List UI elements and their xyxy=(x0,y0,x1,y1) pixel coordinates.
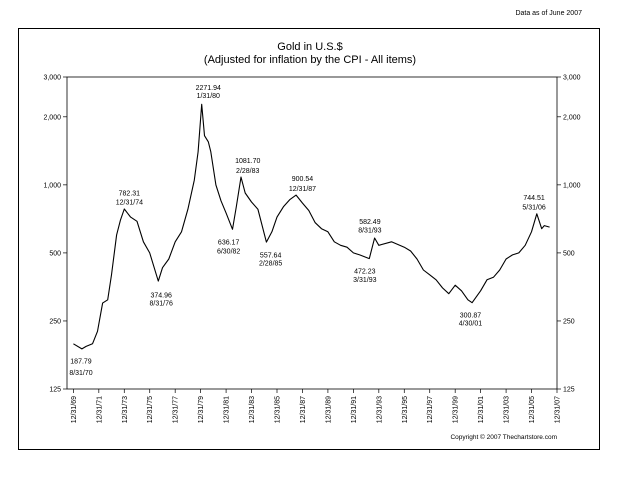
copyright-note: Copyright © 2007 Thechartstore.com xyxy=(450,433,557,441)
x-tick-label: 12/31/99 xyxy=(453,396,460,423)
x-tick-label: 12/31/97 xyxy=(427,396,434,423)
annotation-value: 782.31 xyxy=(119,191,141,198)
x-tick-label: 12/31/75 xyxy=(147,396,154,423)
annotation-date: 5/31/06 xyxy=(522,204,545,211)
x-tick-label: 12/31/85 xyxy=(275,396,282,423)
annotation-value: 557.64 xyxy=(260,252,282,259)
x-tick-label: 12/31/91 xyxy=(351,396,358,423)
annotation-date: 8/31/76 xyxy=(150,301,173,308)
data-as-of-note: Data as of June 2007 xyxy=(515,10,582,17)
y-tick-label-left: 250 xyxy=(49,318,61,325)
x-tick-label: 12/31/81 xyxy=(224,396,231,423)
y-tick-label-left: 125 xyxy=(49,387,61,394)
annotation-date: 3/31/93 xyxy=(353,277,376,284)
x-tick-label: 12/31/89 xyxy=(325,396,332,423)
y-tick-label-left: 500 xyxy=(49,250,61,257)
x-tick-label: 12/31/73 xyxy=(122,396,129,423)
x-tick-label: 12/31/87 xyxy=(300,396,307,423)
annotation-value: 374.96 xyxy=(150,293,172,300)
y-tick-label-right: 2,000 xyxy=(563,114,581,121)
annotation-value: 582.49 xyxy=(359,219,381,226)
annotation-value: 900.54 xyxy=(292,176,314,183)
x-tick-label: 12/31/77 xyxy=(173,396,180,423)
x-tick-label: 12/31/03 xyxy=(504,396,511,423)
annotation-value: 187.79 xyxy=(70,359,92,366)
y-tick-label-right: 1,000 xyxy=(563,182,581,189)
y-tick-label-left: 3,000 xyxy=(43,75,61,82)
gold-price-chart: Gold in U.S.$ (Adjusted for inflation by… xyxy=(43,41,581,441)
x-tick-label: 12/31/07 xyxy=(555,396,562,423)
y-tick-label-left: 1,000 xyxy=(43,182,61,189)
y-tick-label-right: 3,000 xyxy=(563,75,581,82)
chart-title: Gold in U.S.$ xyxy=(277,41,342,53)
annotation-date: 2/28/83 xyxy=(236,168,259,175)
x-tick-label: 12/31/05 xyxy=(529,396,536,423)
x-tick-label: 12/31/71 xyxy=(96,396,103,423)
annotation-date: 2/28/85 xyxy=(259,261,282,268)
y-tick-label-right: 500 xyxy=(563,250,575,257)
annotation-date: 8/31/93 xyxy=(358,228,381,235)
x-tick-label: 12/31/93 xyxy=(376,396,383,423)
chart-subtitle: (Adjusted for inflation by the CPI - All… xyxy=(204,54,416,66)
annotation-value: 1081.70 xyxy=(235,158,260,165)
annotation-date: 4/30/01 xyxy=(459,320,482,327)
y-tick-label-left: 2,000 xyxy=(43,114,61,121)
annotation-date: 8/31/70 xyxy=(69,370,92,377)
y-tick-label-right: 250 xyxy=(563,318,575,325)
x-tick-label: 12/31/95 xyxy=(402,396,409,423)
annotation-value: 2271.94 xyxy=(196,85,221,92)
chart-frame: Gold in U.S.$ (Adjusted for inflation by… xyxy=(18,28,600,450)
x-tick-label: 12/31/79 xyxy=(198,396,205,423)
annotation-value: 472.23 xyxy=(354,269,376,276)
annotation-date: 6/30/82 xyxy=(217,248,240,255)
annotation-date: 12/31/74 xyxy=(116,199,143,206)
annotation-value: 744.51 xyxy=(523,195,545,202)
x-tick-label: 12/31/69 xyxy=(71,396,78,423)
annotation-date: 1/31/80 xyxy=(197,93,220,100)
gold-price-line xyxy=(73,103,550,350)
annotation-value: 300.87 xyxy=(460,313,482,320)
x-tick-label: 12/31/01 xyxy=(478,396,485,423)
annotation-date: 12/31/87 xyxy=(289,186,316,193)
annotation-value: 636.17 xyxy=(218,239,240,246)
y-tick-label-right: 125 xyxy=(563,387,575,394)
x-tick-label: 12/31/83 xyxy=(249,396,256,423)
plot-area xyxy=(66,76,558,390)
